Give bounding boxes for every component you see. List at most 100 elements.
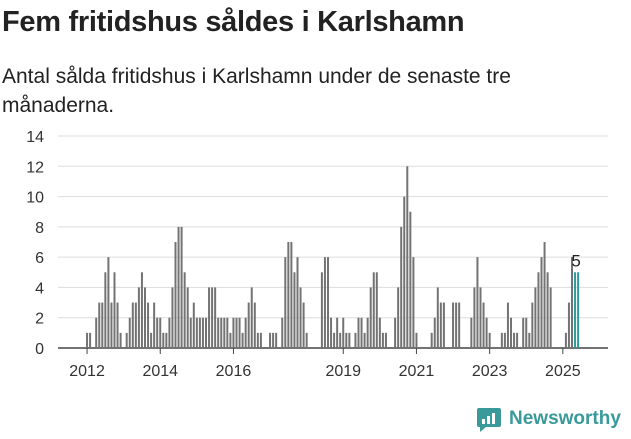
bar (412, 257, 415, 348)
bar (375, 272, 378, 348)
x-axis: 2012 2014 2016 2019 2021 2023 2025 (69, 348, 581, 380)
bar (95, 317, 98, 348)
bar (116, 302, 119, 348)
bar (128, 317, 131, 348)
y-axis: 0 2 4 6 8 10 12 14 (26, 129, 608, 358)
y-tick-label: 8 (35, 220, 44, 237)
bar (305, 332, 308, 348)
bar (174, 242, 177, 348)
brand-name: Newsworthy (509, 408, 621, 429)
bar (381, 332, 384, 348)
bar (372, 272, 375, 348)
y-tick-label: 0 (35, 341, 44, 358)
grid-lines (58, 135, 608, 319)
bar (171, 287, 174, 348)
bar (397, 287, 400, 348)
bar (537, 272, 540, 348)
bar (104, 272, 107, 348)
bar (342, 317, 345, 348)
bar (208, 287, 211, 348)
bar (165, 332, 168, 348)
bar (433, 317, 436, 348)
highlight-bar (577, 272, 580, 348)
bar (430, 332, 433, 348)
bar (259, 332, 262, 348)
bar (473, 287, 476, 348)
bar (217, 317, 220, 348)
bar (290, 242, 293, 348)
bar (522, 317, 525, 348)
chart-subtitle: Antal sålda fritidshus i Karlshamn under… (2, 65, 511, 117)
bar (500, 332, 503, 348)
highlight-bar (574, 272, 577, 348)
bar-chart: 0 2 4 6 8 10 12 14 2012 2014 2016 2019 2021 2023 2025… (26, 129, 608, 380)
newsworthy-brand[interactable]: Newsworthy (476, 406, 621, 432)
bar (567, 302, 570, 348)
bar (348, 332, 351, 348)
x-tick-label: 2016 (216, 363, 252, 380)
bar (168, 317, 171, 348)
bar (241, 332, 244, 348)
bar (394, 317, 397, 348)
bar (134, 302, 137, 348)
bar (333, 332, 336, 348)
bar (269, 332, 272, 348)
bar (470, 317, 473, 348)
y-tick-label: 14 (26, 129, 44, 146)
bar (458, 302, 461, 348)
bar (384, 332, 387, 348)
bar (214, 287, 217, 348)
bar (284, 257, 287, 348)
bar (366, 317, 369, 348)
bar (506, 302, 509, 348)
bar (235, 317, 238, 348)
newsworthy-logo-icon (477, 408, 501, 432)
bar (534, 287, 537, 348)
bar (140, 272, 143, 348)
bar (195, 317, 198, 348)
x-tick-label: 2023 (472, 363, 508, 380)
bar (531, 302, 534, 348)
bar (510, 317, 512, 348)
bar (162, 332, 165, 348)
bar (201, 317, 204, 348)
bar (403, 196, 406, 348)
chart-title: Fem fritidshus såldes i Karlshamn (2, 6, 465, 38)
bar (107, 257, 110, 348)
bar (192, 302, 195, 348)
bar (125, 332, 128, 348)
bar (98, 302, 101, 348)
x-tick-label: 2019 (325, 363, 361, 380)
bar (156, 317, 159, 348)
bar (302, 302, 305, 348)
bar (113, 272, 116, 348)
bar (180, 226, 183, 348)
bar (369, 287, 372, 348)
bar (354, 332, 357, 348)
bar (223, 317, 226, 348)
bar (189, 317, 192, 348)
bar (327, 257, 329, 348)
x-tick-label: 2012 (69, 363, 105, 380)
bar (150, 332, 153, 348)
bar (296, 257, 299, 348)
last-value-label: 5 (571, 251, 580, 270)
bar (110, 302, 113, 348)
y-tick-label: 4 (35, 280, 44, 297)
bar (452, 302, 455, 348)
bar (89, 332, 92, 348)
bar (220, 317, 223, 348)
y-tick-label: 2 (35, 311, 44, 328)
y-tick-label: 6 (35, 250, 44, 267)
bar (357, 317, 360, 348)
bar (205, 317, 207, 348)
bar (503, 332, 506, 348)
bar (119, 332, 122, 348)
bar (153, 302, 156, 348)
bar (244, 317, 247, 348)
bar (339, 332, 342, 348)
bar (363, 332, 366, 348)
bar (543, 242, 546, 348)
bar (232, 317, 235, 348)
bar (198, 317, 201, 348)
